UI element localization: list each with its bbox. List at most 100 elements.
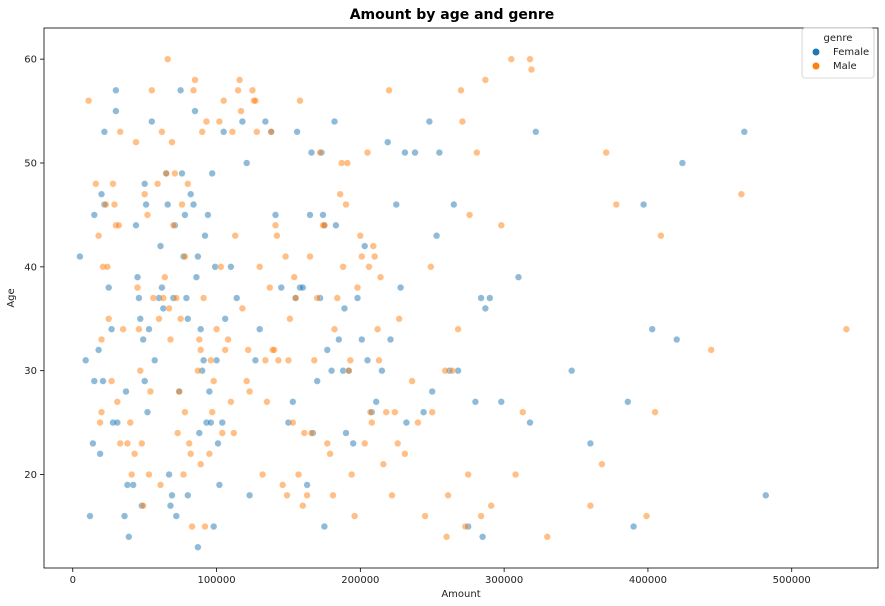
data-point-male xyxy=(165,304,173,312)
data-point-male xyxy=(487,502,495,510)
data-point-female xyxy=(238,117,246,125)
data-point-male xyxy=(300,429,308,437)
data-point-male xyxy=(310,356,318,364)
x-axis: 0 100000 200000 300000 400000 500000 xyxy=(70,568,811,586)
data-point-male xyxy=(351,512,359,520)
x-tick-label: 200000 xyxy=(341,575,379,586)
data-point-female xyxy=(112,86,120,94)
data-point-female xyxy=(246,491,254,499)
data-point-male xyxy=(361,439,369,447)
data-point-female xyxy=(214,439,222,447)
data-point-male xyxy=(187,450,195,458)
data-point-male xyxy=(238,304,246,312)
data-point-male xyxy=(110,200,118,208)
data-point-female xyxy=(201,232,209,240)
data-point-female xyxy=(143,408,151,416)
data-point-female xyxy=(125,533,133,541)
data-point-female xyxy=(113,419,121,427)
data-point-female xyxy=(308,149,316,157)
data-point-female xyxy=(303,481,311,489)
data-point-male xyxy=(519,408,527,416)
y-axis-label: Age xyxy=(6,288,17,307)
data-point-female xyxy=(195,429,203,437)
data-point-female xyxy=(411,149,419,157)
data-point-female xyxy=(630,523,638,531)
x-axis-label: Amount xyxy=(441,589,480,600)
data-point-male xyxy=(643,512,651,520)
data-point-female xyxy=(208,169,216,177)
legend-label-female: Female xyxy=(833,47,869,58)
data-point-male xyxy=(155,315,163,323)
data-point-male xyxy=(354,284,362,292)
data-point-female xyxy=(192,273,200,281)
data-point-male xyxy=(103,263,111,271)
data-point-male xyxy=(181,252,189,260)
data-point-female xyxy=(471,398,479,406)
data-point-male xyxy=(303,491,311,499)
data-point-female xyxy=(425,117,433,125)
data-point-female xyxy=(532,128,540,136)
data-point-female xyxy=(141,180,149,188)
data-point-female xyxy=(89,439,97,447)
data-point-female xyxy=(135,294,143,302)
data-point-female xyxy=(120,512,128,520)
data-point-male xyxy=(171,169,179,177)
data-point-female xyxy=(428,388,436,396)
y-tick-label: 60 xyxy=(24,55,37,66)
data-point-female xyxy=(387,336,395,344)
data-point-female xyxy=(129,481,137,489)
data-point-male xyxy=(96,419,104,427)
data-point-female xyxy=(372,398,380,406)
data-point-male xyxy=(333,294,341,302)
data-point-male xyxy=(284,356,292,364)
data-point-male xyxy=(210,377,218,385)
x-tick-label: 300000 xyxy=(485,575,523,586)
data-point-male xyxy=(205,450,213,458)
data-point-male xyxy=(197,346,205,354)
data-point-male xyxy=(174,429,182,437)
data-point-male xyxy=(408,377,416,385)
data-point-male xyxy=(371,252,379,260)
x-tick-label: 100000 xyxy=(197,575,235,586)
data-point-female xyxy=(640,200,648,208)
data-point-male xyxy=(358,252,366,260)
data-point-male xyxy=(184,180,192,188)
data-point-female xyxy=(168,491,176,499)
data-point-female xyxy=(341,304,349,312)
data-point-male xyxy=(116,439,124,447)
data-point-female xyxy=(139,336,147,344)
data-point-male xyxy=(394,439,402,447)
legend: genre Female Male xyxy=(801,27,875,79)
data-point-female xyxy=(420,408,428,416)
data-point-male xyxy=(207,356,215,364)
x-tick-label: 500000 xyxy=(773,575,811,586)
data-point-female xyxy=(435,149,443,157)
data-point-male xyxy=(261,356,269,364)
data-point-female xyxy=(105,284,113,292)
data-point-male xyxy=(148,86,156,94)
data-point-male xyxy=(253,128,261,136)
points-layer xyxy=(76,55,850,551)
data-point-male xyxy=(177,315,185,323)
chart-title: Amount by age and genre xyxy=(350,7,555,23)
plot-frame xyxy=(43,27,879,569)
data-point-male xyxy=(97,336,105,344)
data-point-male xyxy=(181,408,189,416)
data-point-male xyxy=(461,523,469,531)
data-point-male xyxy=(586,502,594,510)
data-point-female xyxy=(624,398,632,406)
data-point-male xyxy=(161,273,169,281)
data-point-female xyxy=(306,211,314,219)
data-point-male xyxy=(166,336,174,344)
data-point-male xyxy=(274,356,282,364)
data-point-female xyxy=(207,419,215,427)
data-point-male xyxy=(131,450,139,458)
data-point-male xyxy=(842,325,850,333)
data-point-male xyxy=(395,315,403,323)
data-point-female xyxy=(148,117,156,125)
data-point-male xyxy=(116,128,124,136)
data-point-male xyxy=(444,491,452,499)
data-point-male xyxy=(507,55,515,63)
data-point-male xyxy=(135,325,143,333)
data-point-female xyxy=(142,200,150,208)
